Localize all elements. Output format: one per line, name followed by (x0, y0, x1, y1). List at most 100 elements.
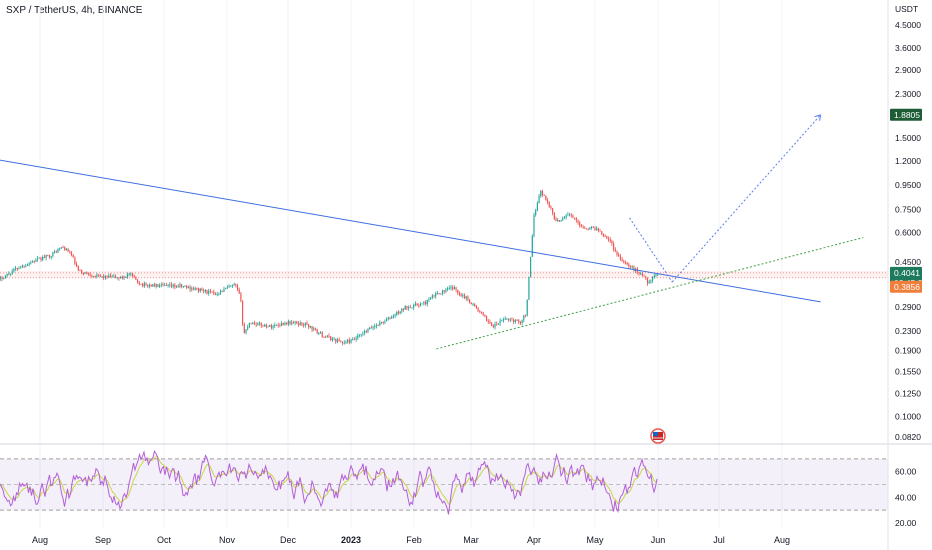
candle-body (62, 247, 64, 249)
candle-body (457, 289, 459, 293)
candle-body (160, 284, 162, 286)
candle-body (130, 273, 132, 275)
candle-body (640, 273, 642, 275)
candle-body (572, 215, 574, 218)
candle-body (116, 277, 118, 279)
candle-body (50, 256, 52, 258)
candle-body (159, 285, 161, 287)
candle-body (120, 276, 122, 279)
candle-body (37, 258, 39, 260)
candle-body (219, 290, 222, 294)
candle-body (494, 323, 496, 328)
candle-body (509, 319, 511, 321)
main-plot-area[interactable] (0, 114, 888, 350)
candle-body (319, 332, 322, 334)
candle-body (357, 335, 359, 339)
time-axis[interactable]: Aug Sep Oct Nov Dec 2023 Feb Mar Apr May Jun Jul Aug (32, 535, 790, 545)
candle-body (363, 331, 366, 334)
candle-body (258, 322, 261, 324)
candle-body (147, 284, 149, 287)
candle-body (316, 328, 318, 334)
candle-body (406, 305, 408, 309)
candle-body (238, 289, 240, 294)
candle-body (265, 324, 267, 328)
time-label: 2023 (341, 535, 361, 545)
candle-body (233, 284, 235, 285)
rsi-axis[interactable]: 60.00 40.00 20.00 (895, 467, 917, 528)
candle-body (648, 281, 650, 284)
candle-body (484, 314, 486, 317)
candle-body (228, 286, 230, 288)
candle-body (408, 307, 410, 309)
candle-body (306, 322, 308, 325)
candle-body (184, 285, 186, 287)
candle-body (523, 315, 525, 321)
candle-body (469, 299, 471, 303)
candle-body (474, 304, 476, 307)
candle-body (104, 275, 106, 278)
candle-body (541, 190, 544, 195)
candle-body (311, 325, 313, 330)
candle-body (462, 295, 464, 297)
us-flag-event-icon[interactable] (650, 428, 666, 444)
candle-body (355, 338, 357, 340)
candle-body (323, 336, 325, 338)
price-tick-label: 0.1900 (895, 346, 921, 356)
candle-body (235, 284, 237, 286)
candle-body (70, 252, 73, 256)
candle-body (487, 320, 489, 322)
candle-body (592, 226, 594, 228)
candle-body (43, 256, 46, 258)
price-axis[interactable]: USDT 4.5000 3.6000 2.9000 2.3000 1.5000 1.2000… (895, 4, 921, 442)
candle-body (153, 284, 156, 287)
candle-body (279, 325, 281, 327)
candle-body (502, 319, 505, 321)
candle-body (15, 268, 17, 269)
candle-body (360, 334, 362, 335)
candle-body (567, 214, 569, 216)
candle-body (345, 341, 347, 343)
candle-body (121, 276, 123, 279)
target-price-tag-bg (890, 108, 922, 121)
candle-body (82, 272, 84, 274)
candle-body (99, 275, 101, 277)
candle-body (386, 318, 388, 322)
prev-price-tag: 0.3856 (894, 282, 920, 292)
candle-body (214, 294, 217, 295)
candle-body (482, 312, 484, 315)
candlesticks (0, 189, 659, 346)
candle-body (164, 285, 166, 286)
candle-body (601, 231, 603, 235)
candle-body (284, 322, 286, 325)
candle-body (365, 331, 367, 332)
rsi-pane[interactable] (0, 449, 888, 515)
candle-body (194, 288, 196, 290)
candle-body (350, 339, 352, 343)
candle-body (619, 256, 621, 259)
candle-body (418, 305, 420, 307)
candle-body (40, 257, 42, 260)
time-label: Apr (527, 535, 541, 545)
candle-body (421, 303, 423, 305)
rsi-tick-label: 40.00 (895, 492, 917, 502)
candle-body (347, 340, 349, 342)
candle-body (602, 234, 605, 237)
candle-body (440, 293, 442, 295)
candle-body (507, 318, 510, 321)
trendlines (0, 159, 864, 350)
candle-body (101, 276, 103, 278)
candle-body (397, 312, 400, 314)
price-tick-label: 2.3000 (895, 89, 921, 99)
candle-body (318, 332, 320, 334)
candle-body (435, 293, 437, 297)
candle-body (192, 288, 195, 290)
candle-body (169, 284, 171, 286)
candle-body (616, 251, 618, 255)
price-level-lines (0, 270, 888, 279)
candle-body (47, 255, 49, 256)
candle-body (382, 322, 384, 323)
candle-body (292, 322, 295, 324)
candle-body (18, 268, 20, 270)
candle-body (128, 273, 130, 275)
